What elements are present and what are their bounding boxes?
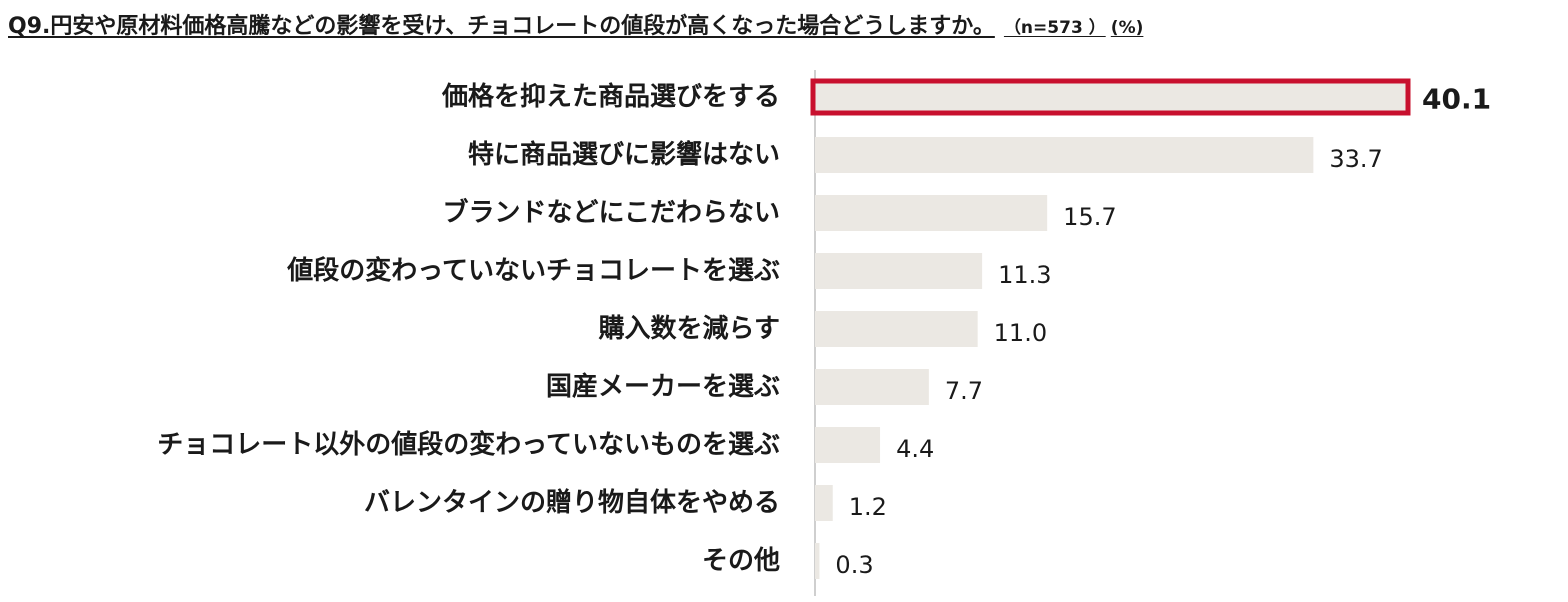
bar bbox=[815, 137, 1314, 173]
bar bbox=[815, 195, 1048, 231]
category-label: 値段の変わっていないチョコレートを選ぶ bbox=[286, 255, 780, 286]
category-label: ブランドなどにこだわらない bbox=[443, 197, 780, 228]
bar-highlighted bbox=[810, 78, 1411, 116]
value-label: 33.7 bbox=[1329, 145, 1382, 173]
bar bbox=[815, 311, 978, 347]
value-label: 40.1 bbox=[1422, 83, 1491, 116]
category-label: 特に商品選びに影響はない bbox=[468, 139, 780, 170]
value-label: 4.4 bbox=[896, 435, 934, 463]
value-label: 7.7 bbox=[945, 377, 983, 405]
sample-size-note: （n=573 ） bbox=[1003, 18, 1106, 38]
category-label: チョコレート以外の値段の変わっていないものを選ぶ bbox=[157, 429, 780, 460]
category-label: 国産メーカーを選ぶ bbox=[546, 371, 780, 402]
value-label: 15.7 bbox=[1063, 203, 1116, 231]
bar bbox=[815, 543, 820, 579]
category-label: 購入数を減らす bbox=[599, 314, 780, 344]
bar bbox=[815, 253, 983, 289]
bar bbox=[815, 485, 833, 521]
bar bbox=[815, 369, 929, 405]
category-label: バレンタインの贈り物自体をやめる bbox=[364, 487, 780, 518]
chart-title: Q9.円安や原材料価格高騰などの影響を受け、チョコレートの値段が高くなった場合ど… bbox=[8, 14, 995, 39]
value-label: 11.0 bbox=[994, 319, 1047, 347]
category-label: その他 bbox=[702, 546, 780, 576]
category-label: 価格を抑えた商品選びをする bbox=[441, 81, 780, 112]
value-label: 1.2 bbox=[849, 493, 887, 521]
chart-title-row: Q9.円安や原材料価格高騰などの影響を受け、チョコレートの値段が高くなった場合ど… bbox=[8, 8, 1560, 44]
value-label: 11.3 bbox=[998, 261, 1051, 289]
bars-layer: 価格を抑えた商品選びをする 40.1 特に商品選びに影響はない 33.7 ブランドなどに… bbox=[157, 78, 1491, 579]
bar bbox=[815, 427, 881, 463]
value-label: 0.3 bbox=[835, 551, 873, 579]
unit-note: (%) bbox=[1110, 18, 1144, 38]
